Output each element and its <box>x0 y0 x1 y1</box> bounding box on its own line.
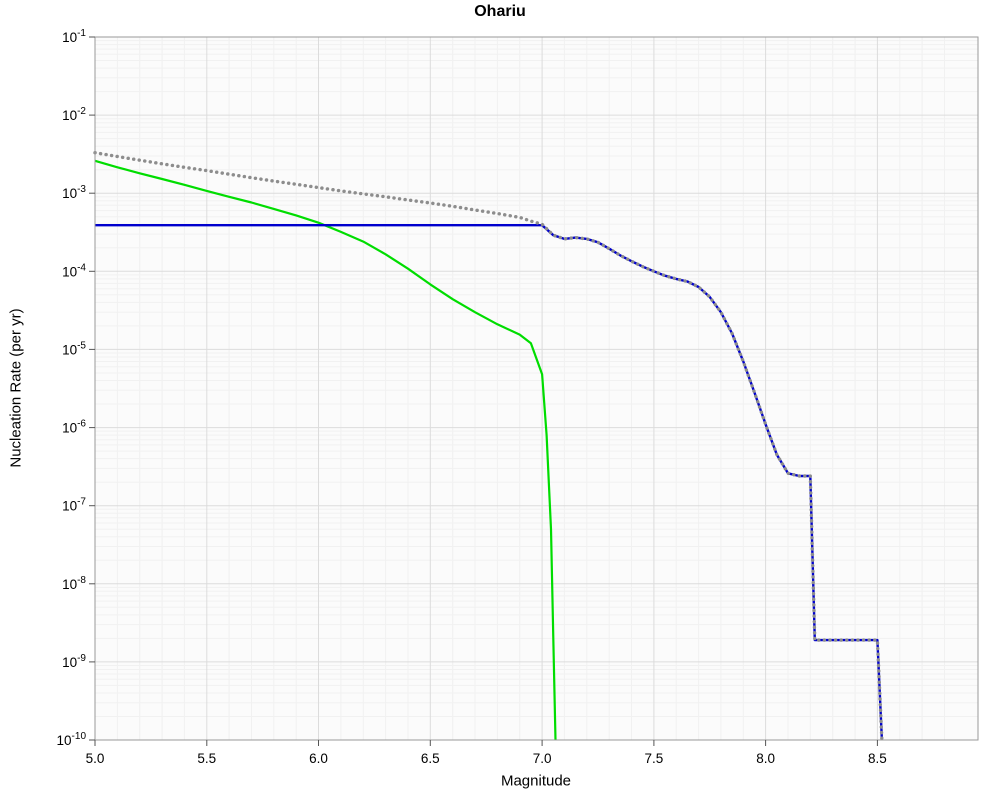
series-green-curve <box>94 159 557 741</box>
y-tick-label: 10-3 <box>62 184 86 201</box>
y-axis-title: Nucleation Rate (per yr) <box>7 308 25 468</box>
x-tick-label: 5.0 <box>86 751 105 766</box>
axis-ticks <box>89 36 878 746</box>
y-tick-label: 10-1 <box>62 28 86 45</box>
chart-title: Ohariu <box>474 3 526 20</box>
y-tick-label: 10-4 <box>62 262 86 279</box>
y-tick-label: 10-2 <box>62 106 86 123</box>
x-tick-label: 7.5 <box>645 751 664 766</box>
series-gray-dotted-curve <box>93 151 884 742</box>
y-tick-label: 10-5 <box>62 340 86 357</box>
x-tick-label: 6.0 <box>309 751 328 766</box>
grid-minor <box>95 37 978 740</box>
x-tick-label: 8.5 <box>868 751 887 766</box>
x-tick-label: 8.0 <box>756 751 775 766</box>
x-tick-label: 5.5 <box>197 751 216 766</box>
plot-border <box>94 36 979 741</box>
tick-labels: 5.0 5.5 6.0 6.5 7.0 7.5 8.0 8.5 10-1 10-2 10-3 10-4… <box>57 28 887 766</box>
x-tick-label: 7.0 <box>533 751 552 766</box>
x-axis-title: Magnitude <box>500 772 572 790</box>
y-tick-label: 10-9 <box>62 653 86 670</box>
plot-background <box>95 37 978 740</box>
x-tick-label: 6.5 <box>421 751 440 766</box>
y-tick-label: 10-10 <box>57 731 87 748</box>
y-tick-label: 10-6 <box>62 419 86 436</box>
y-tick-label: 10-8 <box>62 575 86 592</box>
y-tick-label: 10-7 <box>62 497 86 514</box>
